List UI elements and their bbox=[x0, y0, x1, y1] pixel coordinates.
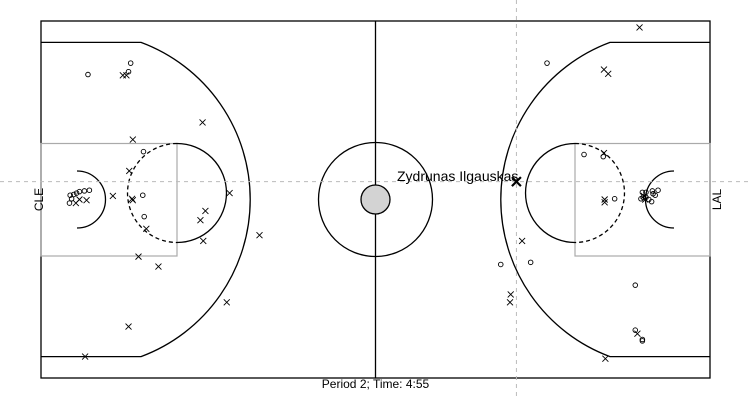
missed-shot-point bbox=[601, 196, 608, 203]
missed-shot-point bbox=[604, 70, 612, 78]
missed-shot-point bbox=[128, 195, 136, 203]
made-shot-point bbox=[68, 196, 75, 202]
missed-shot-point bbox=[129, 136, 137, 143]
chart-caption: Period 2; Time: 4:55 bbox=[322, 377, 430, 391]
made-shot-point bbox=[581, 151, 587, 158]
left-team-label: CLE bbox=[32, 188, 46, 211]
missed-shot-point bbox=[601, 199, 608, 206]
missed-shots bbox=[72, 24, 649, 363]
right-paint bbox=[574, 142, 711, 257]
made-shot-point bbox=[611, 196, 618, 202]
made-shot-point bbox=[649, 188, 656, 194]
missed-shot-point bbox=[518, 237, 526, 245]
missed-shot-point bbox=[506, 298, 514, 306]
made-shot-point bbox=[76, 188, 83, 195]
made-shot-point bbox=[544, 60, 550, 66]
made-shot-point bbox=[127, 60, 134, 66]
missed-shot-point bbox=[155, 263, 162, 270]
missed-shot-point bbox=[119, 71, 127, 79]
made-shot-point bbox=[643, 189, 649, 196]
right-ft-circle-dashed bbox=[574, 142, 626, 244]
missed-shot-point bbox=[602, 355, 609, 363]
missed-shot-point bbox=[202, 207, 209, 215]
missed-shot-point bbox=[109, 192, 117, 200]
made-shot-point bbox=[140, 148, 147, 155]
made-shot-point bbox=[70, 191, 77, 198]
missed-shot-point bbox=[81, 353, 89, 360]
made-shot-point bbox=[73, 190, 80, 196]
missed-shot-point bbox=[143, 225, 150, 233]
made-shot-point bbox=[527, 259, 534, 266]
left-restricted-arc bbox=[76, 170, 107, 229]
missed-shot-point bbox=[636, 24, 643, 31]
missed-shot-point bbox=[197, 216, 204, 224]
made-shot-point bbox=[632, 327, 639, 333]
missed-shot-point bbox=[256, 231, 263, 239]
missed-shot-point bbox=[125, 323, 132, 330]
made-shot-point bbox=[498, 261, 504, 268]
made-shot-point bbox=[655, 187, 661, 193]
made-shot-point bbox=[66, 200, 73, 206]
made-shot-point bbox=[81, 188, 88, 194]
missed-shot-point bbox=[199, 119, 206, 126]
center-circle-inner bbox=[360, 184, 391, 215]
highlight-shot bbox=[511, 176, 522, 187]
highlight-shot-marker bbox=[511, 176, 522, 187]
made-shot-point bbox=[85, 71, 91, 78]
court-lines bbox=[40, 20, 711, 379]
made-shot-point bbox=[639, 336, 646, 343]
missed-shot-point bbox=[223, 298, 231, 306]
left-paint bbox=[40, 142, 178, 257]
missed-shot-point bbox=[600, 149, 608, 157]
made-shot-point bbox=[632, 282, 639, 288]
right-team-label: LAL bbox=[710, 189, 724, 211]
made-shot-point bbox=[141, 213, 147, 220]
made-shot-point bbox=[652, 192, 658, 198]
missed-shot-point bbox=[129, 196, 137, 204]
right-ft-circle-outer bbox=[524, 142, 576, 244]
made-shot-point bbox=[86, 187, 93, 193]
left-ft-circle-top bbox=[176, 142, 228, 244]
right-restricted-arc bbox=[644, 170, 675, 229]
left-ft-circle-dashed bbox=[126, 142, 178, 244]
missed-shot-point bbox=[135, 253, 142, 260]
missed-shot-point bbox=[641, 196, 649, 203]
right-three-point-line bbox=[500, 41, 710, 358]
made-shots bbox=[66, 60, 661, 344]
missed-shot-point bbox=[83, 196, 90, 204]
missed-shot-point bbox=[507, 291, 515, 298]
made-shot-point bbox=[67, 192, 73, 198]
missed-shot-point bbox=[634, 330, 641, 338]
left-three-point-line bbox=[41, 41, 251, 358]
missed-shot-point bbox=[640, 192, 648, 200]
missed-shot-point bbox=[72, 199, 80, 207]
missed-shot-point bbox=[226, 189, 233, 197]
made-shot-point bbox=[140, 192, 146, 198]
made-shot-point bbox=[648, 198, 655, 205]
missed-shot-point bbox=[123, 71, 130, 79]
missed-shot-point bbox=[125, 167, 133, 175]
made-shot-point bbox=[125, 68, 132, 75]
center-circle-outer bbox=[317, 141, 434, 258]
highlight-label: Zydrunas Ilgauskas bbox=[397, 168, 518, 184]
missed-shot-point bbox=[199, 237, 207, 245]
